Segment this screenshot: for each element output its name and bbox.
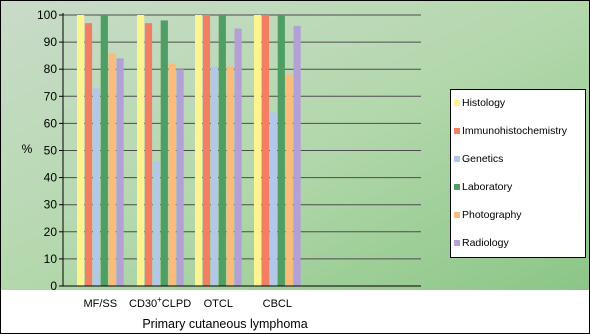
bar	[108, 52, 116, 286]
legend-item: Photography	[454, 208, 522, 222]
bar	[269, 112, 277, 286]
bar	[226, 66, 234, 287]
legend-swatch	[454, 100, 460, 106]
legend-item: Radiology	[454, 236, 509, 250]
x-tick-labels: MF/SS CD30+CLPD OTCL CBCL	[83, 295, 291, 310]
legend-swatch	[454, 184, 460, 190]
bar	[261, 15, 270, 286]
y-tick-label: 60	[44, 116, 58, 130]
y-tick-label: 70	[44, 89, 58, 103]
legend-swatch	[454, 212, 460, 218]
legend-label: Laboratory	[462, 181, 513, 193]
bar	[160, 20, 168, 286]
legend-label: Photography	[462, 209, 522, 221]
y-tick-label: 30	[44, 198, 58, 212]
x-tick-label: CD30+CLPD	[129, 295, 191, 310]
legend-item: Genetics	[454, 152, 503, 166]
y-tick-label: 90	[44, 35, 58, 49]
y-tick-label: 20	[44, 225, 58, 239]
bar	[285, 74, 293, 287]
legend-item: Laboratory	[454, 180, 512, 194]
legend-label: Genetics	[462, 153, 504, 165]
bars	[77, 15, 301, 287]
y-tick-label: 80	[44, 62, 58, 76]
bar	[168, 63, 176, 286]
bar	[210, 66, 218, 287]
y-tick-label: 10	[44, 252, 58, 266]
bar	[277, 15, 285, 286]
legend-item: Immunohistochemistry	[454, 124, 567, 138]
legend-swatch	[454, 240, 460, 246]
x-axis-title: Primary cutaneous lymphoma	[142, 317, 308, 331]
bar	[293, 25, 301, 287]
y-tick-label: 100	[37, 8, 57, 22]
bar	[77, 15, 85, 286]
axes	[59, 13, 421, 287]
bar	[176, 69, 184, 286]
bar	[234, 28, 242, 287]
bar	[100, 15, 108, 286]
bar	[144, 23, 153, 286]
legend: Histology Immunohistochemistry Genetics Lab…	[450, 89, 586, 258]
y-axis-title: %	[22, 142, 33, 156]
bar	[92, 88, 100, 286]
legend-swatch	[454, 156, 460, 162]
bar	[218, 15, 226, 286]
legend-label: Histology	[462, 97, 506, 109]
y-tick-label: 40	[44, 171, 58, 185]
x-tick-label: MF/SS	[83, 298, 117, 310]
y-tick-label: 0	[50, 279, 57, 293]
bar	[202, 15, 211, 286]
bar	[137, 15, 145, 286]
y-tick-labels: 0 10 20 30 40 50 60 70 80 90 100	[37, 8, 57, 293]
x-tick-label: CBCL	[263, 298, 292, 310]
legend-label: Immunohistochemistry	[462, 125, 568, 137]
legend-label: Radiology	[462, 237, 509, 249]
y-tick-label: 50	[44, 144, 58, 158]
bar	[116, 58, 124, 286]
legend-swatch	[454, 128, 460, 134]
bar	[195, 15, 203, 286]
bar	[254, 15, 262, 286]
legend-item: Histology	[454, 96, 505, 110]
bar	[152, 161, 160, 286]
bar	[84, 23, 93, 286]
x-tick-label: OTCL	[204, 298, 233, 310]
